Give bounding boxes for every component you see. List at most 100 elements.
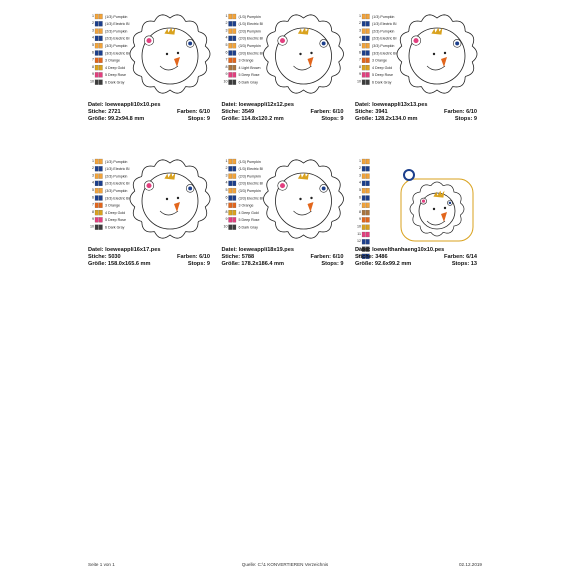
- color-swatch: [228, 224, 233, 230]
- color-number: 5: [359, 188, 361, 192]
- color-name: 4 Light Brown: [239, 66, 261, 70]
- color-name: (1/3) Pumpkin: [239, 160, 261, 164]
- stops: Stops: 9: [321, 261, 343, 267]
- color-name: 5 Deep Rose: [372, 73, 393, 77]
- color-swatch: [228, 21, 233, 27]
- color-swatch: [361, 50, 366, 56]
- color-swatch: [228, 180, 233, 186]
- size: Größe: 158.0x165.6 mm: [88, 261, 151, 267]
- color-number: 1: [226, 159, 228, 163]
- color-swatch: [232, 158, 237, 165]
- stops: Stops: 9: [188, 261, 210, 267]
- color-number: 2: [359, 166, 361, 170]
- colors-count: Farben: 6/14: [444, 254, 478, 260]
- color-name: (2/3) Electric Bl: [239, 182, 264, 186]
- color-swatch: [98, 64, 103, 71]
- color-swatch: [98, 202, 103, 208]
- nose: [307, 57, 314, 67]
- color-swatch: [365, 239, 370, 245]
- color-number: 6: [92, 50, 94, 54]
- color-name: 3 Orange: [239, 204, 254, 208]
- color-swatch: [361, 64, 366, 71]
- color-swatch: [232, 35, 237, 42]
- colors-count: Farben: 6/10: [177, 109, 210, 115]
- file-name: Datei: loewelthanhaeng10x10.pes: [355, 247, 444, 253]
- eye: [299, 197, 302, 201]
- color-swatch: [361, 166, 366, 172]
- color-swatch: [94, 35, 99, 42]
- color-swatch: [361, 195, 366, 201]
- stops: Stops: 9: [455, 116, 477, 122]
- color-swatch: [98, 50, 103, 56]
- color-swatch: [232, 57, 237, 63]
- crown: [164, 27, 176, 35]
- color-swatch: [228, 79, 233, 85]
- color-number: 11: [357, 232, 361, 236]
- stitches: Stiche: 2721: [88, 109, 121, 115]
- color-swatch: [228, 64, 233, 71]
- color-swatch: [361, 180, 366, 186]
- color-number: 4: [359, 36, 361, 40]
- color-swatch: [94, 210, 99, 216]
- color-number: 2: [226, 166, 228, 170]
- color-name: (2/3) Electric Bl: [372, 37, 397, 41]
- face: [275, 172, 332, 230]
- color-swatch: [228, 217, 233, 223]
- color-swatch: [361, 188, 366, 194]
- color-swatch: [365, 246, 370, 252]
- color-number: 9: [92, 217, 94, 221]
- color-number: 9: [359, 72, 361, 76]
- color-swatch: [361, 202, 366, 208]
- color-swatch: [98, 43, 103, 49]
- color-swatch: [228, 158, 233, 165]
- color-swatch: [365, 253, 370, 259]
- color-swatch: [365, 28, 370, 34]
- color-number: 2: [226, 21, 228, 25]
- color-swatch: [94, 64, 99, 71]
- color-name: 5 Deep Rose: [105, 218, 126, 222]
- color-swatch: [94, 21, 99, 27]
- color-number: 3: [92, 28, 94, 32]
- color-number: 2: [92, 166, 94, 170]
- color-name: (1/3) Pumpkin: [239, 15, 261, 19]
- color-swatch: [228, 72, 233, 78]
- color-name: (2/3) Electric Bl: [105, 37, 130, 41]
- face: [141, 172, 199, 230]
- eye: [165, 52, 169, 56]
- color-swatch: [98, 173, 103, 179]
- file-name: Datei: loeweappli12x12.pes: [222, 102, 294, 108]
- color-number: 10: [224, 225, 228, 229]
- color-swatch: [361, 210, 366, 216]
- colors-count: Farben: 6/10: [311, 254, 344, 260]
- stitches: Stiche: 3486: [355, 254, 388, 260]
- ear-inner: [146, 38, 152, 44]
- color-name: (1/3) Pumpkin: [105, 15, 127, 19]
- muzzle: [159, 210, 179, 216]
- color-swatch: [94, 72, 99, 78]
- color-swatch: [365, 158, 370, 165]
- ear-inner: [321, 186, 326, 191]
- color-number: 8: [92, 210, 94, 214]
- face: [275, 27, 332, 85]
- color-swatch: [365, 64, 370, 71]
- color-swatch: [232, 28, 237, 34]
- color-swatch: [365, 50, 370, 56]
- color-swatch: [98, 210, 103, 216]
- ear-inner: [146, 183, 152, 189]
- color-swatch: [232, 50, 237, 56]
- crown: [433, 190, 445, 198]
- color-swatch: [98, 13, 103, 20]
- color-name: 4 Deep Gold: [239, 211, 259, 215]
- ear-inner: [448, 201, 452, 205]
- size: Größe: 99.2x94.8 mm: [88, 116, 144, 122]
- color-name: (1/3) Electric Bl: [239, 22, 264, 26]
- nose: [174, 202, 180, 212]
- color-number: 4: [92, 181, 94, 185]
- color-name: (3/3) Pumpkin: [372, 44, 394, 48]
- color-number: 7: [226, 203, 228, 207]
- color-swatch: [94, 79, 99, 85]
- color-swatch: [361, 158, 366, 165]
- color-swatch: [98, 217, 103, 223]
- color-name: 5 Deep Rose: [239, 73, 260, 77]
- color-swatch: [365, 210, 370, 216]
